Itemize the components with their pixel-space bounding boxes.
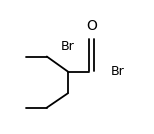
Text: O: O — [86, 19, 97, 33]
Text: Br: Br — [110, 65, 124, 78]
Text: Br: Br — [61, 40, 75, 53]
